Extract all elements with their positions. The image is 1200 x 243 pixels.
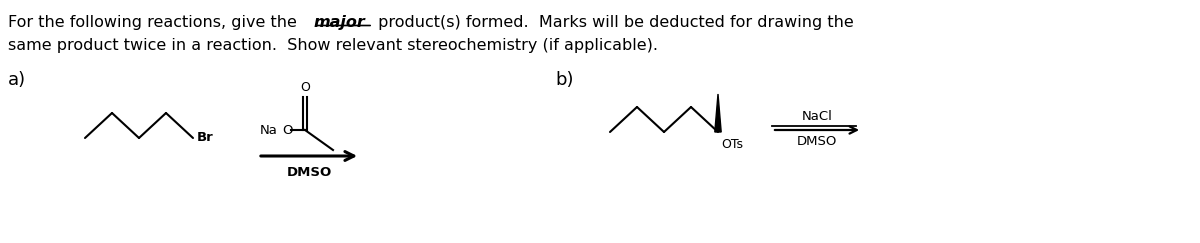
Text: For the following reactions, give the: For the following reactions, give the [8, 15, 302, 30]
Polygon shape [715, 94, 721, 132]
Text: same product twice in a reaction.  Show relevant stereochemistry (if applicable): same product twice in a reaction. Show r… [8, 38, 658, 53]
Text: Na: Na [260, 123, 278, 137]
Text: a): a) [8, 71, 26, 89]
Text: DMSO: DMSO [797, 135, 838, 148]
Text: O: O [300, 80, 310, 94]
Text: product(s) formed.  Marks will be deducted for drawing the: product(s) formed. Marks will be deducte… [373, 15, 853, 30]
Text: DMSO: DMSO [287, 166, 331, 179]
Text: b): b) [554, 71, 574, 89]
Text: OTs: OTs [721, 138, 743, 151]
Text: Br: Br [197, 130, 214, 144]
Text: major: major [313, 15, 365, 30]
Text: NaCl: NaCl [802, 110, 833, 123]
Text: O: O [282, 123, 293, 137]
